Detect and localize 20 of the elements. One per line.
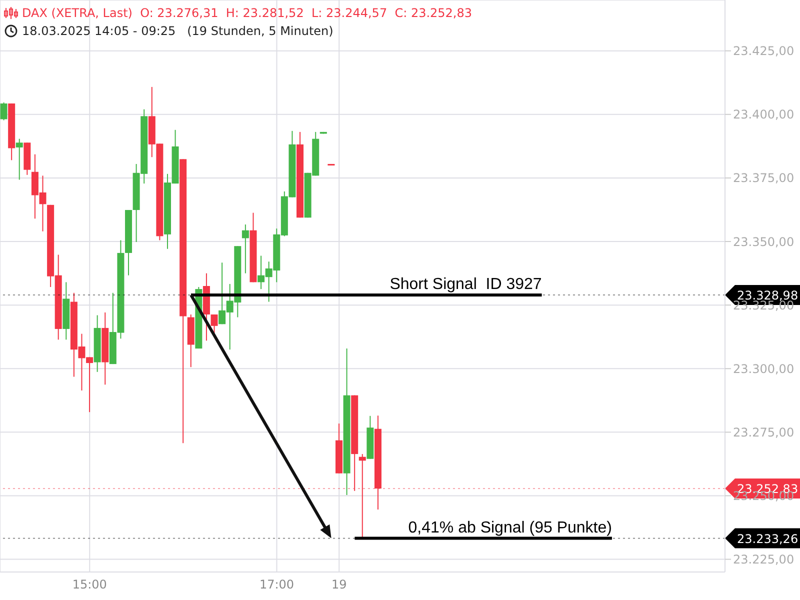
x-tick-label: 15:00 xyxy=(72,578,107,592)
candlestick xyxy=(210,314,218,334)
candlestick xyxy=(16,138,23,180)
y-tick-label: 23.300,00 xyxy=(733,362,794,376)
candlestick xyxy=(242,224,249,274)
candlestick xyxy=(0,102,8,121)
annotation: 0,41% ab Signal (95 Punkte) xyxy=(408,519,612,536)
y-tick-label: 23.225,00 xyxy=(733,552,794,567)
annotation: Short Signal ID 3927 xyxy=(390,276,542,293)
candlestick xyxy=(358,454,366,538)
y-tick-label: 23.425,00 xyxy=(733,44,794,58)
y-tick-label: 23.400,00 xyxy=(733,108,794,122)
text: 18.03.2025 14:05 - 09:25 (19 Stunden, 5 Minuten) xyxy=(22,23,334,40)
x-tick-label: 19 xyxy=(331,578,347,592)
y-tick-label: 23.350,00 xyxy=(733,234,794,249)
ref-line-label: 23.233,26 xyxy=(737,532,798,546)
text: DAX (XETRA, Last) O: 23.276,31 H: 23.281,52 L: 23.244,57 C: 23.252,83 xyxy=(22,5,472,22)
x-tick-label: 17:00 xyxy=(259,578,294,592)
y-tick-label: 23.275,00 xyxy=(733,425,794,440)
y-tick-label: 23.375,00 xyxy=(733,171,794,186)
